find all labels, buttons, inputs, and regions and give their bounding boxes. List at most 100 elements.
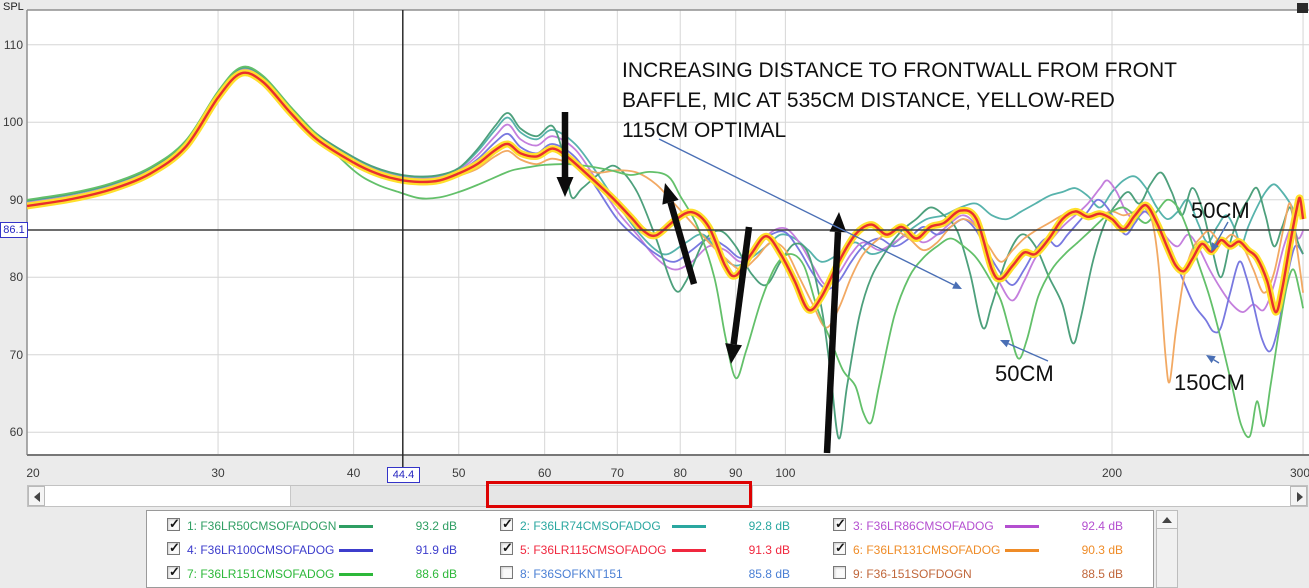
y-axis-title: SPL bbox=[3, 1, 24, 13]
arrow-up-icon bbox=[1162, 517, 1172, 523]
legend-line-sample-4 bbox=[339, 549, 373, 552]
blue-pointer-arrow-shaft bbox=[1007, 342, 1049, 362]
chart-annotation-label-1: 50CM bbox=[995, 361, 1054, 386]
note-line-2: BAFFLE, MIC AT 535CM DISTANCE, YELLOW-RE… bbox=[622, 89, 1115, 112]
legend-name-1[interactable]: 1: F36LR50CMSOFADOGN bbox=[187, 519, 337, 533]
legend-item-4: ✓ 4: F36LR100CMSOFADOG 91.9 dB bbox=[161, 539, 491, 561]
checkmark-icon: ✓ bbox=[169, 540, 180, 555]
legend-item-1: ✓ 1: F36LR50CMSOFADOGN 93.2 dB bbox=[161, 515, 491, 537]
black-arrow-head bbox=[725, 343, 743, 364]
legend-line-sample-6 bbox=[1005, 549, 1039, 552]
legend-line-sample-5 bbox=[672, 549, 706, 552]
legend-name-3[interactable]: 3: F36LR86CMSOFADOG bbox=[853, 519, 994, 533]
legend-value-8: 85.8 dB bbox=[748, 567, 790, 581]
legend-item-9: 9: F36-151SOFDOGN 88.5 dB bbox=[827, 563, 1157, 585]
legend-name-7[interactable]: 7: F36LR151CMSOFADOG bbox=[187, 567, 335, 581]
arrow-right-icon bbox=[1297, 492, 1303, 502]
note-line-1: INCREASING DISTANCE TO FRONTWALL FROM FR… bbox=[622, 59, 1177, 82]
black-arrow-head bbox=[556, 177, 574, 197]
blue-pointer-arrow-head bbox=[1000, 339, 1010, 348]
window-corner-icon bbox=[1297, 3, 1308, 13]
y-tick-label-90: 90 bbox=[9, 192, 23, 207]
legend-checkbox-1[interactable]: ✓ bbox=[167, 516, 180, 531]
legend-name-2[interactable]: 2: F36LR74CMSOFADOG bbox=[520, 519, 661, 533]
legend-line-sample-2 bbox=[672, 525, 706, 528]
cursor-spl-readout: 86.1 bbox=[0, 222, 28, 238]
legend-value-2: 92.8 dB bbox=[748, 519, 790, 533]
legend-checkbox-4[interactable]: ✓ bbox=[167, 540, 180, 555]
checkmark-icon: ✓ bbox=[835, 540, 846, 555]
scroll-left-button[interactable] bbox=[28, 486, 45, 506]
y-tick-label-100: 100 bbox=[2, 115, 23, 130]
black-arrow-shaft bbox=[730, 226, 753, 345]
checkmark-icon: ✓ bbox=[169, 564, 180, 579]
legend-checkbox-9[interactable] bbox=[833, 566, 846, 579]
legend-item-2: ✓ 2: F36LR74CMSOFADOG 92.8 dB bbox=[494, 515, 824, 537]
horizontal-scrollbar-thumb[interactable] bbox=[290, 486, 753, 506]
y-tick-label-70: 70 bbox=[9, 347, 23, 362]
legend-item-7: ✓ 7: F36LR151CMSOFADOG 88.6 dB bbox=[161, 563, 491, 585]
legend-scroll-up-button[interactable] bbox=[1157, 511, 1177, 529]
blue-pointer-arrow-shaft bbox=[658, 138, 955, 286]
legend-line-sample-1 bbox=[339, 525, 373, 528]
legend-value-4: 91.9 dB bbox=[415, 543, 457, 557]
y-tick-label-80: 80 bbox=[9, 270, 23, 285]
checkmark-icon: ✓ bbox=[835, 516, 846, 531]
scroll-right-button[interactable] bbox=[1290, 486, 1307, 506]
x-tick-label-40: 40 bbox=[346, 466, 361, 480]
legend-value-7: 88.6 dB bbox=[415, 567, 457, 581]
arrow-left-icon bbox=[34, 492, 40, 502]
legend-item-5: ✓ 5: F36LR115CMSOFADOG 91.3 dB bbox=[494, 539, 824, 561]
legend-name-6[interactable]: 6: F36LR131CMSOFADOG bbox=[853, 543, 1001, 557]
checkmark-icon: ✓ bbox=[169, 516, 180, 531]
note-line-3: 115CM OPTIMAL bbox=[622, 119, 787, 142]
chart-annotation-label-2: 150CM bbox=[1174, 370, 1245, 395]
legend-checkbox-8[interactable] bbox=[500, 566, 513, 579]
x-tick-label-100: 100 bbox=[775, 466, 796, 480]
checkmark-icon: ✓ bbox=[502, 516, 513, 531]
x-tick-label-70: 70 bbox=[610, 466, 624, 480]
black-arrow-shaft bbox=[823, 231, 842, 454]
horizontal-scrollbar[interactable] bbox=[27, 485, 1308, 507]
y-tick-label-60: 60 bbox=[9, 425, 23, 440]
legend-item-8: 8: F36SOFKNT151 85.8 dB bbox=[494, 563, 824, 585]
legend-value-3: 92.4 dB bbox=[1081, 519, 1123, 533]
y-tick-label-110: 110 bbox=[3, 37, 23, 52]
legend-line-sample-7 bbox=[339, 573, 373, 576]
legend-checkbox-7[interactable]: ✓ bbox=[167, 564, 180, 579]
chart-annotation-label-0: 50CM bbox=[1191, 198, 1250, 223]
red-highlight-rectangle bbox=[486, 481, 752, 508]
legend-vertical-scrollbar[interactable] bbox=[1156, 510, 1178, 588]
legend-value-6: 90.3 dB bbox=[1081, 543, 1123, 557]
x-tick-label-50: 50 bbox=[452, 466, 466, 480]
legend-line-sample-3 bbox=[1005, 525, 1039, 528]
legend-name-5[interactable]: 5: F36LR115CMSOFADOG bbox=[520, 543, 667, 557]
blue-pointer-arrow-head bbox=[1206, 355, 1216, 364]
legend-item-6: ✓ 6: F36LR131CMSOFADOG 90.3 dB bbox=[827, 539, 1157, 561]
x-tick-label-300: 300 bbox=[1289, 466, 1309, 480]
checkmark-icon: ✓ bbox=[502, 540, 513, 555]
legend-name-9[interactable]: 9: F36-151SOFDOGN bbox=[853, 567, 972, 581]
black-arrow-shaft bbox=[667, 201, 698, 285]
legend-value-9: 88.5 dB bbox=[1081, 567, 1123, 581]
cursor-frequency-readout: 44.4 bbox=[387, 467, 420, 483]
x-tick-label-20: 20 bbox=[26, 466, 40, 480]
blue-pointer-arrow-shaft bbox=[1214, 221, 1229, 245]
legend-checkbox-3[interactable]: ✓ bbox=[833, 516, 846, 531]
chart-annotation-note: INCREASING DISTANCE TO FRONTWALL FROM FR… bbox=[622, 56, 1177, 146]
legend-checkbox-6[interactable]: ✓ bbox=[833, 540, 846, 555]
x-tick-label-90: 90 bbox=[729, 466, 743, 480]
legend-name-4[interactable]: 4: F36LR100CMSOFADOG bbox=[187, 543, 335, 557]
legend-checkbox-2[interactable]: ✓ bbox=[500, 516, 513, 531]
blue-pointer-arrow-head bbox=[952, 281, 962, 289]
x-tick-label-200: 200 bbox=[1101, 466, 1123, 480]
black-arrow-head bbox=[662, 183, 679, 205]
blue-pointer-arrow-shaft bbox=[1213, 359, 1220, 364]
legend-name-8[interactable]: 8: F36SOFKNT151 bbox=[520, 567, 623, 581]
x-tick-label-60: 60 bbox=[537, 466, 552, 480]
black-arrow-head bbox=[829, 212, 847, 233]
legend-checkbox-5[interactable]: ✓ bbox=[500, 540, 513, 555]
legend-item-3: ✓ 3: F36LR86CMSOFADOG 92.4 dB bbox=[827, 515, 1157, 537]
x-tick-label-80: 80 bbox=[673, 466, 687, 480]
